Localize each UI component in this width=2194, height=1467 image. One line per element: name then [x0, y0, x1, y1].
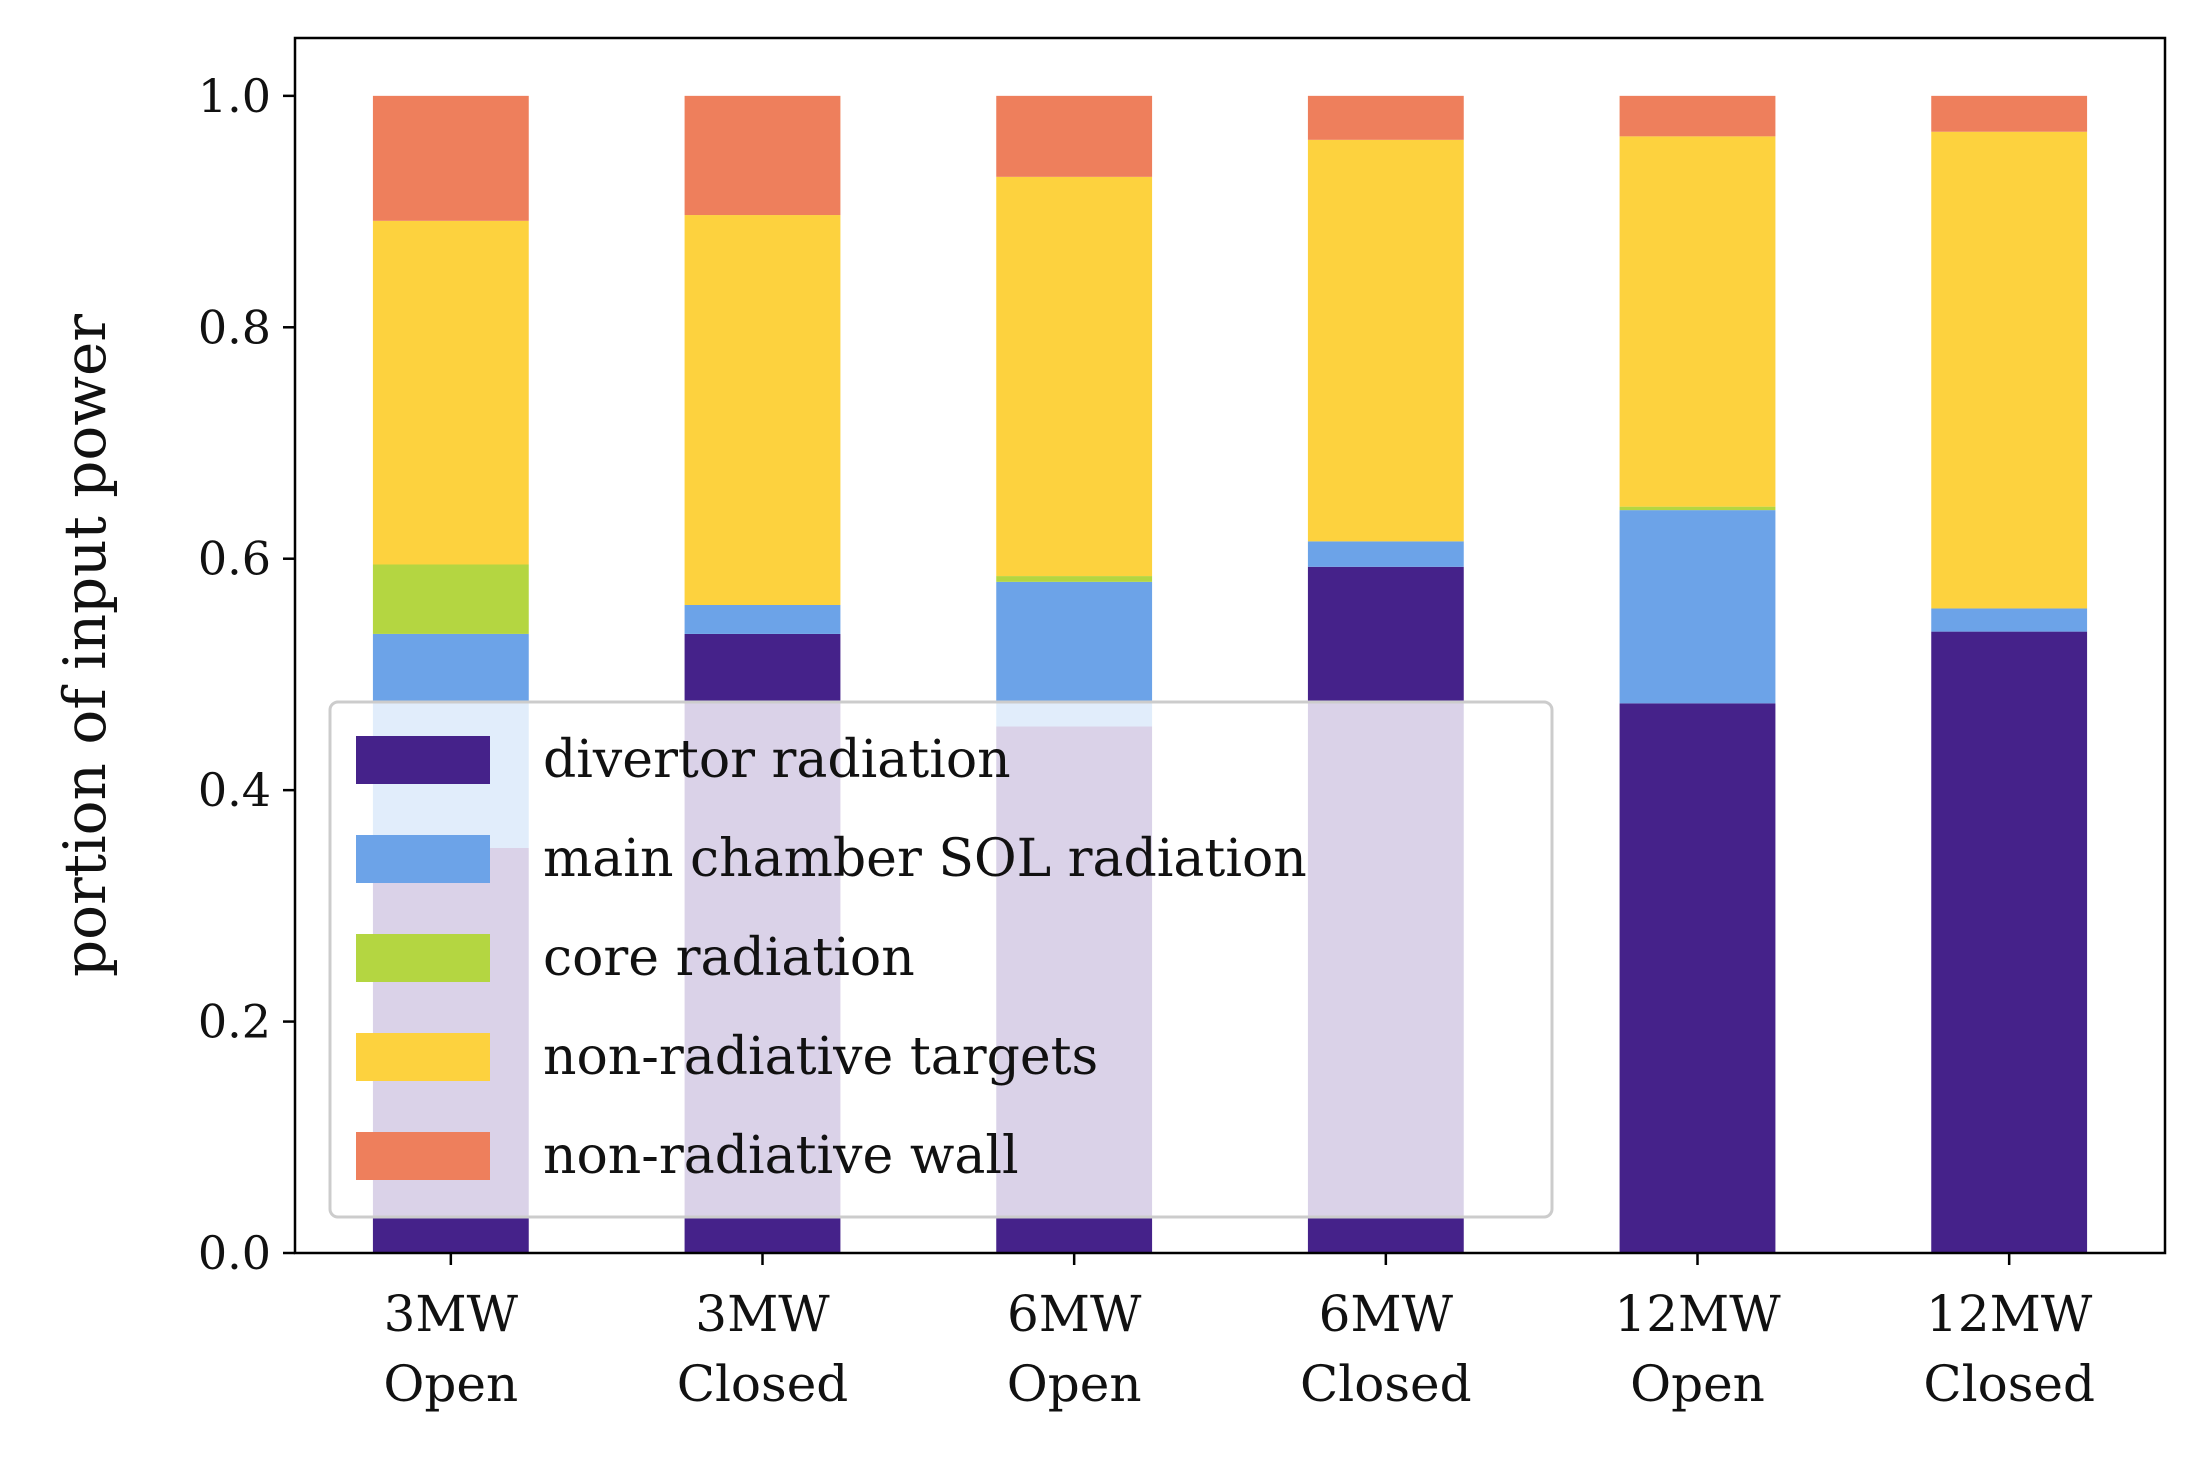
- legend-box: [328, 700, 1554, 1219]
- y-tick-label: 0.0: [198, 1226, 271, 1280]
- x-tick-label: Closed: [1923, 1355, 2095, 1413]
- x-tick-label: Open: [1007, 1355, 1142, 1413]
- bar-segment: [372, 220, 529, 565]
- bar-segment: [1931, 631, 2088, 1253]
- bar-segment: [1619, 95, 1776, 137]
- x-axis: 3MW Open 3MW Closed 6MW Open 6MW Closed 12MW Open…: [383, 1253, 2095, 1413]
- x-tick-label: Closed: [1300, 1355, 1472, 1413]
- legend-label: non-radiative wall: [543, 1126, 1019, 1186]
- bar-segment: [684, 605, 841, 634]
- plot-area-frame: [293, 36, 2167, 1255]
- x-tick-label: 6MW: [1319, 1285, 1454, 1343]
- bar-segment: [996, 95, 1153, 177]
- legend-swatch: [356, 1132, 490, 1180]
- bar-segment: [684, 215, 841, 606]
- legend-label: core radiation: [543, 928, 915, 988]
- bar-segment: [1307, 541, 1464, 567]
- y-axis: 0.0 0.2 0.4 0.6 0.8 1.0: [198, 69, 295, 1280]
- legend-label: non-radiative targets: [543, 1027, 1098, 1087]
- x-tick-label: 12MW: [1614, 1285, 1781, 1343]
- y-tick-label: 0.4: [198, 763, 271, 817]
- y-tick-label: 0.2: [198, 995, 271, 1049]
- x-tick-label: Open: [1630, 1355, 1765, 1413]
- bar-segment: [1619, 703, 1776, 1253]
- legend-swatch: [356, 1033, 490, 1081]
- bar-segment: [1619, 136, 1776, 507]
- bar-segment: [996, 176, 1153, 577]
- legend-label: divertor radiation: [543, 730, 1011, 790]
- x-tick-label: 6MW: [1007, 1285, 1142, 1343]
- legend-label: main chamber SOL radiation: [543, 829, 1307, 889]
- bar-segment: [1307, 139, 1464, 542]
- x-tick-label: 3MW: [384, 1285, 519, 1343]
- bar-segment: [1619, 506, 1776, 511]
- x-tick-label: 12MW: [1926, 1285, 2093, 1343]
- legend: divertor radiation main chamber SOL radia…: [328, 700, 1554, 1219]
- x-tick-label: 3MW: [695, 1285, 830, 1343]
- x-tick-label: Closed: [677, 1355, 849, 1413]
- y-tick-label: 0.6: [198, 532, 271, 586]
- bar-segment: [684, 95, 841, 216]
- bar-segment: [372, 564, 529, 634]
- y-tick-label: 1.0: [198, 69, 271, 123]
- bar-segment: [1931, 95, 2088, 132]
- legend-swatch: [356, 835, 490, 883]
- bar-segment: [996, 576, 1153, 582]
- bar-segment: [1931, 608, 2088, 632]
- legend-swatch: [356, 736, 490, 784]
- legend-swatch: [356, 934, 490, 982]
- x-tick-label: Open: [383, 1355, 518, 1413]
- y-tick-label: 0.8: [198, 300, 271, 354]
- bar-segment: [1931, 131, 2088, 609]
- bar-segment: [1619, 510, 1776, 704]
- bar-segment: [1307, 95, 1464, 140]
- y-axis-label: portion of input power: [51, 314, 119, 977]
- bar-segment: [372, 95, 529, 221]
